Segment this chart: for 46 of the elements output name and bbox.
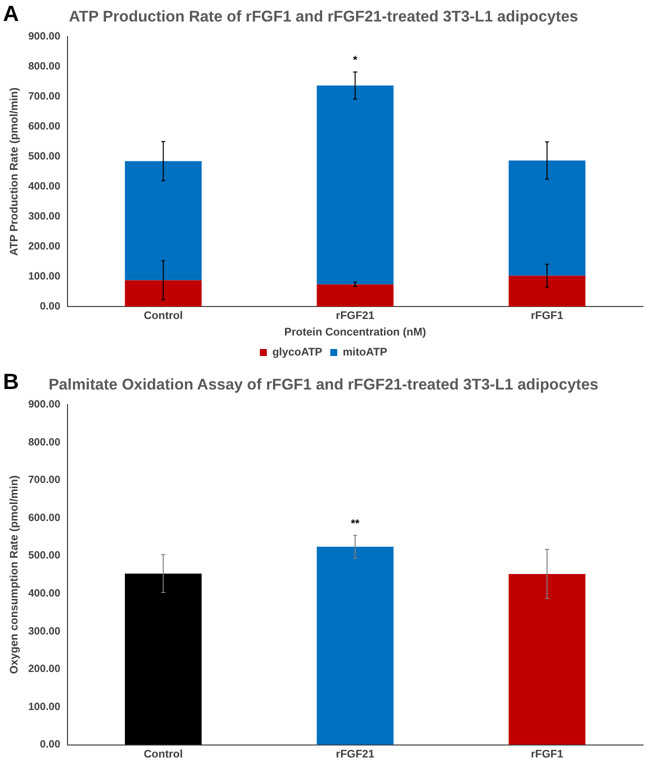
y-tick-label: 100.00 <box>28 700 60 713</box>
y-tick-label: 600.00 <box>28 512 60 524</box>
y-tick-label: 700.00 <box>28 90 60 102</box>
text: B <box>3 369 19 394</box>
x-tick-label: rFGF21 <box>336 748 374 760</box>
y-tick-label: 800.00 <box>28 436 60 448</box>
y-tick-label: 900.00 <box>28 398 60 410</box>
x-axis-title: Protein Concentration (nM) <box>284 326 426 338</box>
bar <box>124 574 202 745</box>
y-axis-title: Oxygen consumption Rate (pmol/min) <box>8 475 21 674</box>
bar <box>316 284 394 307</box>
bar <box>508 276 586 307</box>
x-tick-label: rFGF1 <box>530 310 564 322</box>
legend-label: mitoATP <box>342 346 388 359</box>
bar <box>124 161 202 280</box>
y-tick-label: 0.00 <box>40 738 60 751</box>
bar <box>316 86 394 284</box>
y-tick-label: 400.00 <box>28 587 60 600</box>
y-tick-label: 700.00 <box>28 474 60 486</box>
y-tick-label: 300.00 <box>28 625 60 638</box>
y-tick-label: 500.00 <box>28 150 60 162</box>
y-tick-label: 400.00 <box>28 180 60 192</box>
bar <box>316 546 394 745</box>
x-tick-label: rFGF21 <box>336 310 374 322</box>
text: A <box>3 1 19 26</box>
x-tick-label: Control <box>144 748 183 760</box>
annotation: ** <box>350 518 360 530</box>
legend-label: glycoATP <box>272 346 322 359</box>
bar <box>508 574 586 745</box>
bar <box>508 160 586 276</box>
annotation: * <box>353 54 358 67</box>
chart-title: ATP Production Rate of rFGF1 and rFGF21-treated 3T3-L1 adipocytes <box>68 8 578 26</box>
y-tick-label: 300.00 <box>28 210 60 222</box>
y-axis-title: ATP Production Rate (pmol/min) <box>8 87 21 256</box>
y-tick-label: 200.00 <box>28 240 60 252</box>
chart-title: Palmitate Oxidation Assay of rFGF1 and rFGF21-treated 3T3-L1 adipocytes <box>48 376 598 394</box>
y-tick-label: 600.00 <box>28 120 60 132</box>
y-tick-label: 0.00 <box>40 300 60 312</box>
y-tick-label: 900.00 <box>28 30 60 42</box>
y-tick-label: 200.00 <box>28 663 60 676</box>
bar <box>124 280 202 307</box>
x-tick-label: rFGF1 <box>530 748 564 760</box>
y-tick-label: 100.00 <box>28 270 60 282</box>
y-tick-label: 500.00 <box>28 550 60 562</box>
x-tick-label: Control <box>144 310 183 322</box>
y-tick-label: 800.00 <box>28 60 60 72</box>
